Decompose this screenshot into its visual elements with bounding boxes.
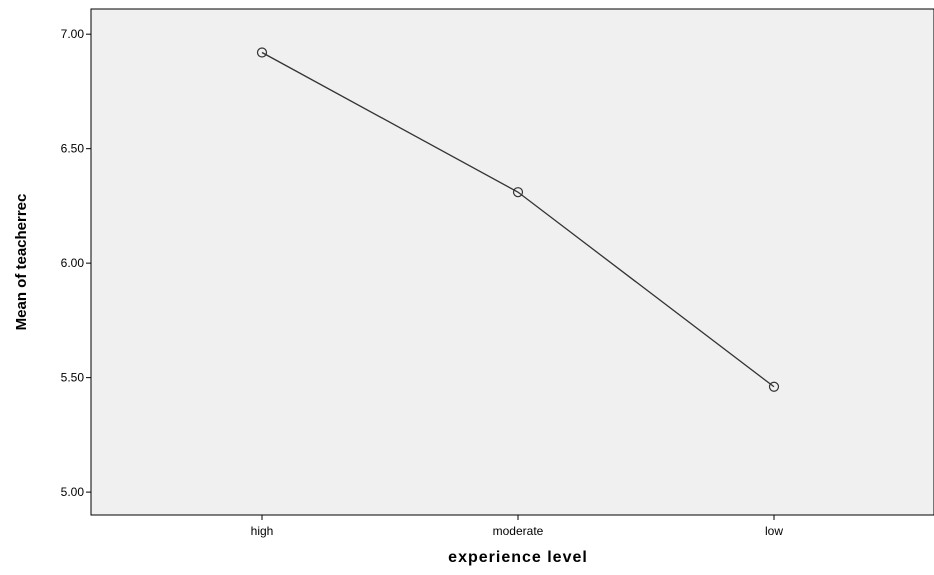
data-point-moderate (512, 187, 524, 198)
x-axis-title: experience level (448, 549, 588, 566)
y-tick-label: 7.00 (61, 27, 85, 41)
x-tick-label: low (765, 524, 783, 538)
x-tick-label: moderate (493, 524, 544, 538)
y-axis-title: Mean of teacherrec (13, 194, 30, 331)
y-tick-label: 5.00 (61, 485, 85, 499)
series-line (261, 51, 775, 388)
y-tick-label: 6.50 (61, 142, 85, 156)
y-axis: 5.00 5.50 6.00 6.50 7.00 (61, 27, 91, 499)
plot-area (90, 8, 934, 516)
x-tick-label: high (251, 524, 274, 538)
data-point-low (768, 381, 780, 392)
x-axis: high moderate low (251, 515, 783, 538)
y-tick-label: 5.50 (61, 371, 85, 385)
data-point-high (256, 47, 268, 58)
y-tick-label: 6.00 (61, 256, 85, 270)
series-layer (256, 47, 780, 392)
